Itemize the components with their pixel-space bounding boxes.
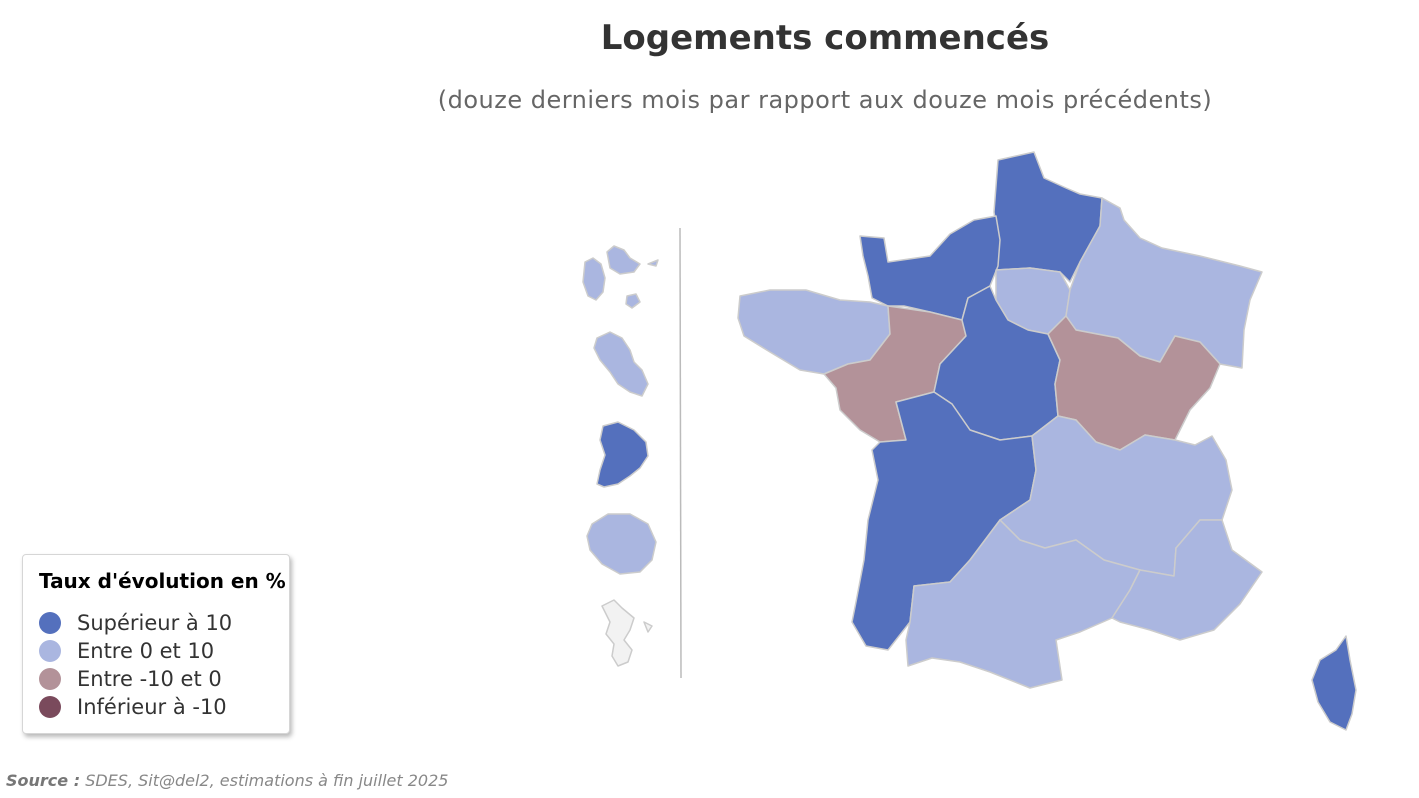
overseas-separator [679,227,682,679]
region-paca[interactable] [1111,519,1263,641]
legend-label: Supérieur à 10 [77,611,233,635]
map-subtitle: (douze derniers mois par rapport aux dou… [437,86,1213,114]
legend-box: Taux d'évolution en % Supérieur à 10 Ent… [22,554,290,734]
source-text: SDES, Sit@del2, estimations à fin juille… [80,771,449,790]
region-mayotte[interactable] [601,599,653,667]
region-corse[interactable] [1311,635,1357,731]
legend-swatch-m10to0 [39,668,61,690]
source-label: Source : [6,771,81,790]
region-guyane[interactable] [596,421,649,488]
region-guadeloupe[interactable] [582,245,659,309]
source-note: Source : SDES, Sit@del2, estimations à f… [6,771,448,790]
legend-swatch-inf-m10 [39,696,61,718]
legend-swatch-sup10 [39,612,61,634]
legend-title: Taux d'évolution en % [39,569,286,593]
metropolitan-regions [737,151,1357,731]
legend-label: Inférieur à -10 [77,695,227,719]
map-title: Logements commencés [600,18,1050,58]
region-la-reunion[interactable] [586,513,657,575]
legend-item-sup10[interactable]: Supérieur à 10 [39,609,289,637]
legend-label: Entre 0 et 10 [77,639,215,663]
legend-item-m10to0[interactable]: Entre -10 et 0 [39,665,289,693]
region-bourgogne-franche-comte[interactable] [1047,315,1221,451]
legend-swatch-0to10 [39,640,61,662]
legend-item-inf-m10[interactable]: Inférieur à -10 [39,693,289,721]
region-occitanie[interactable] [905,519,1141,689]
legend-label: Entre -10 et 0 [77,667,222,691]
region-martinique[interactable] [593,331,649,397]
legend-item-0to10[interactable]: Entre 0 et 10 [39,637,289,665]
overseas-territories [582,245,659,667]
